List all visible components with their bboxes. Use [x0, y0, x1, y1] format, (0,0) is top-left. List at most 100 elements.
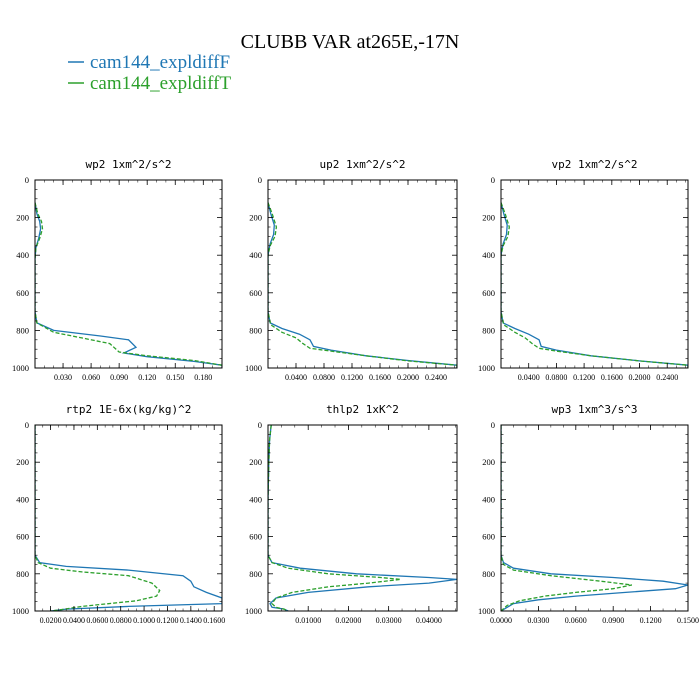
y-tick-label-1-5: 1000 [245, 363, 262, 373]
y-tick-label-4-4: 800 [249, 569, 262, 579]
x-tick-label-0-5: 0.180 [194, 373, 212, 382]
y-tick-label-3-1: 200 [16, 457, 29, 467]
y-tick-label-1-0: 0 [258, 175, 262, 185]
x-tick-label-1-5: 0.2400 [425, 373, 447, 382]
x-tick-label-5-4: 0.1200 [640, 616, 662, 625]
y-tick-label-5-5: 1000 [478, 606, 495, 616]
y-tick-label-4-0: 0 [258, 420, 262, 430]
legend-item-0: cam144_expldiffF [68, 52, 230, 73]
y-tick-label-2-4: 800 [482, 325, 495, 335]
x-tick-label-4-3: 0.04000 [416, 616, 442, 625]
series-line-1-0 [268, 202, 457, 368]
y-tick-label-0-5: 1000 [12, 363, 29, 373]
series-line-5-1 [501, 425, 633, 611]
panel-title-0: wp2 1xm^2/s^2 [85, 158, 171, 171]
x-tick-label-1-3: 0.1600 [369, 373, 391, 382]
x-tick-label-0-0: 0.030 [54, 373, 72, 382]
series-line-0-0 [35, 202, 222, 368]
x-tick-label-3-2: 0.0600 [86, 616, 108, 625]
y-tick-label-5-4: 800 [482, 569, 495, 579]
panel-title-5: wp3 1xm^3/s^3 [551, 403, 637, 416]
x-tick-label-5-3: 0.0900 [602, 616, 624, 625]
panel-4: thlp2 1xK^2 0 200 400 600 800 1000 0.01000 0.020… [245, 403, 458, 625]
x-tick-label-3-5: 0.1200 [156, 616, 178, 625]
y-tick-label-5-2: 400 [482, 494, 495, 504]
series-line-0-1 [35, 202, 222, 368]
y-tick-label-3-3: 600 [16, 532, 29, 542]
panel-title-3: rtp2 1E-6x(kg/kg)^2 [66, 403, 192, 416]
series-line-2-0 [501, 202, 688, 368]
x-tick-label-5-0: 0.0000 [490, 616, 512, 625]
y-tick-label-5-3: 600 [482, 532, 495, 542]
x-tick-label-5-5: 0.1500 [677, 616, 699, 625]
legend-label-1: cam144_expldiffT [90, 73, 231, 94]
x-tick-label-4-2: 0.03000 [376, 616, 402, 625]
y-tick-label-2-1: 200 [482, 213, 495, 223]
y-tick-label-2-5: 1000 [478, 363, 495, 373]
panel-title-1: up2 1xm^2/s^2 [319, 158, 405, 171]
series-line-3-0 [35, 425, 222, 611]
x-tick-label-0-1: 0.060 [82, 373, 100, 382]
y-tick-label-3-0: 0 [25, 420, 29, 430]
x-tick-label-2-3: 0.1600 [601, 373, 623, 382]
y-tick-label-3-2: 400 [16, 494, 29, 504]
x-tick-label-3-4: 0.1000 [133, 616, 155, 625]
y-tick-label-5-1: 200 [482, 457, 495, 467]
y-tick-label-3-4: 800 [16, 569, 29, 579]
x-tick-label-1-1: 0.0800 [313, 373, 335, 382]
x-tick-label-3-1: 0.0400 [63, 616, 85, 625]
y-tick-label-4-2: 400 [249, 494, 262, 504]
figure-title: CLUBB VAR at265E,-17N [241, 31, 460, 53]
x-tick-label-1-0: 0.0400 [285, 373, 307, 382]
x-tick-label-2-0: 0.0400 [518, 373, 540, 382]
y-tick-label-3-5: 1000 [12, 606, 29, 616]
y-tick-label-0-1: 200 [16, 213, 29, 223]
x-tick-label-2-2: 0.1200 [573, 373, 595, 382]
y-tick-label-5-0: 0 [491, 420, 495, 430]
y-tick-label-1-1: 200 [249, 213, 262, 223]
x-tick-label-0-4: 0.150 [166, 373, 184, 382]
x-tick-label-1-4: 0.2000 [397, 373, 419, 382]
x-tick-label-1-2: 0.1200 [341, 373, 363, 382]
y-tick-label-1-4: 800 [249, 325, 262, 335]
y-tick-label-4-3: 600 [249, 532, 262, 542]
panel-frame-3 [34, 424, 223, 612]
x-tick-label-4-1: 0.02000 [335, 616, 361, 625]
series-line-3-1 [35, 425, 161, 611]
panel-frame-5 [500, 424, 689, 612]
series-line-5-0 [501, 425, 688, 611]
x-tick-label-5-1: 0.0300 [527, 616, 549, 625]
x-tick-label-0-3: 0.120 [138, 373, 156, 382]
panel-title-2: vp2 1xm^2/s^2 [551, 158, 637, 171]
series-line-2-1 [501, 202, 688, 368]
y-tick-label-0-2: 400 [16, 250, 29, 260]
x-tick-label-2-5: 0.2400 [656, 373, 678, 382]
y-tick-label-1-2: 400 [249, 250, 262, 260]
y-tick-label-0-4: 800 [16, 325, 29, 335]
panels: wp2 1xm^2/s^2 0 200 400 600 800 1000 0.030 0.060… [12, 158, 699, 625]
y-tick-label-2-0: 0 [491, 175, 495, 185]
y-tick-label-4-5: 1000 [245, 606, 262, 616]
legend-item-1: cam144_expldiffT [68, 73, 231, 94]
series-line-1-1 [268, 202, 457, 368]
x-tick-label-0-2: 0.090 [110, 373, 128, 382]
y-tick-label-1-3: 600 [249, 288, 262, 298]
x-tick-label-3-6: 0.1400 [180, 616, 202, 625]
panel-2: vp2 1xm^2/s^2 0 200 400 600 800 1000 0.0400 0.08… [478, 158, 689, 382]
legend: cam144_expldiffF cam144_expldiffT [68, 52, 231, 94]
panel-frame-2 [500, 179, 689, 369]
panel-3: rtp2 1E-6x(kg/kg)^2 0 200 400 600 800 1000 0.02… [12, 403, 225, 625]
legend-label-0: cam144_expldiffF [90, 52, 230, 73]
x-tick-label-4-0: 0.01000 [295, 616, 321, 625]
y-tick-label-4-1: 200 [249, 457, 262, 467]
series-line-4-1 [268, 425, 401, 611]
x-tick-label-3-0: 0.0200 [40, 616, 62, 625]
panel-title-4: thlp2 1xK^2 [326, 403, 399, 416]
x-tick-label-3-3: 0.0800 [110, 616, 132, 625]
y-tick-label-0-3: 600 [16, 288, 29, 298]
y-tick-label-2-2: 400 [482, 250, 495, 260]
panel-1: up2 1xm^2/s^2 0 200 400 600 800 1000 0.0400 0.08… [245, 158, 458, 382]
x-tick-label-5-2: 0.0600 [565, 616, 587, 625]
